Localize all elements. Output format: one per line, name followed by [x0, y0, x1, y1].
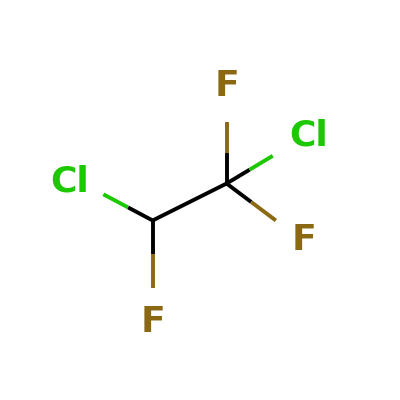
- Text: F: F: [140, 305, 165, 339]
- Text: F: F: [291, 224, 316, 258]
- Text: F: F: [214, 70, 239, 104]
- Text: Cl: Cl: [289, 119, 328, 153]
- Text: Cl: Cl: [50, 165, 89, 199]
